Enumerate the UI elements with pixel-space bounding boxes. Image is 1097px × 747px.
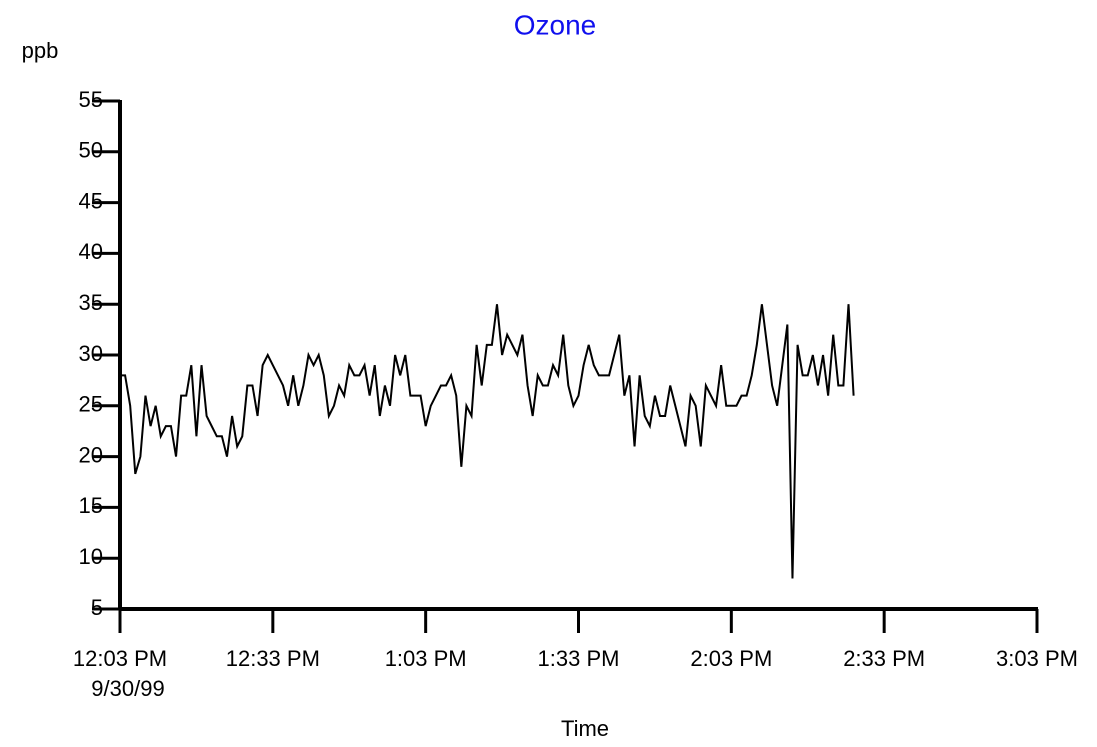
y-tick-label: 30 [79,341,103,366]
y-tick-label: 35 [79,290,103,315]
y-tick-label: 50 [79,138,103,163]
y-tick-label: 45 [79,188,103,213]
y-tick-label: 5 [91,595,103,620]
y-axis-label: ppb [22,38,59,63]
y-tick-label: 15 [79,493,103,518]
x-tick-label: 1:03 PM [385,646,467,671]
x-axis-label: Time [561,716,609,741]
x-date-label: 9/30/99 [91,676,164,701]
y-tick-label: 20 [79,442,103,467]
x-tick-label: 1:33 PM [538,646,620,671]
x-tick-label: 12:03 PM [73,646,167,671]
x-tick-label: 3:03 PM [996,646,1078,671]
y-tick-label: 25 [79,392,103,417]
x-tick-label: 12:33 PM [226,646,320,671]
data-line [120,304,855,579]
y-tick-label: 55 [79,87,103,112]
y-tick-label: 40 [79,239,103,264]
x-tick-label: 2:03 PM [690,646,772,671]
y-tick-label: 10 [79,544,103,569]
chart-title: Ozone [514,9,597,40]
x-tick-label: 2:33 PM [843,646,925,671]
